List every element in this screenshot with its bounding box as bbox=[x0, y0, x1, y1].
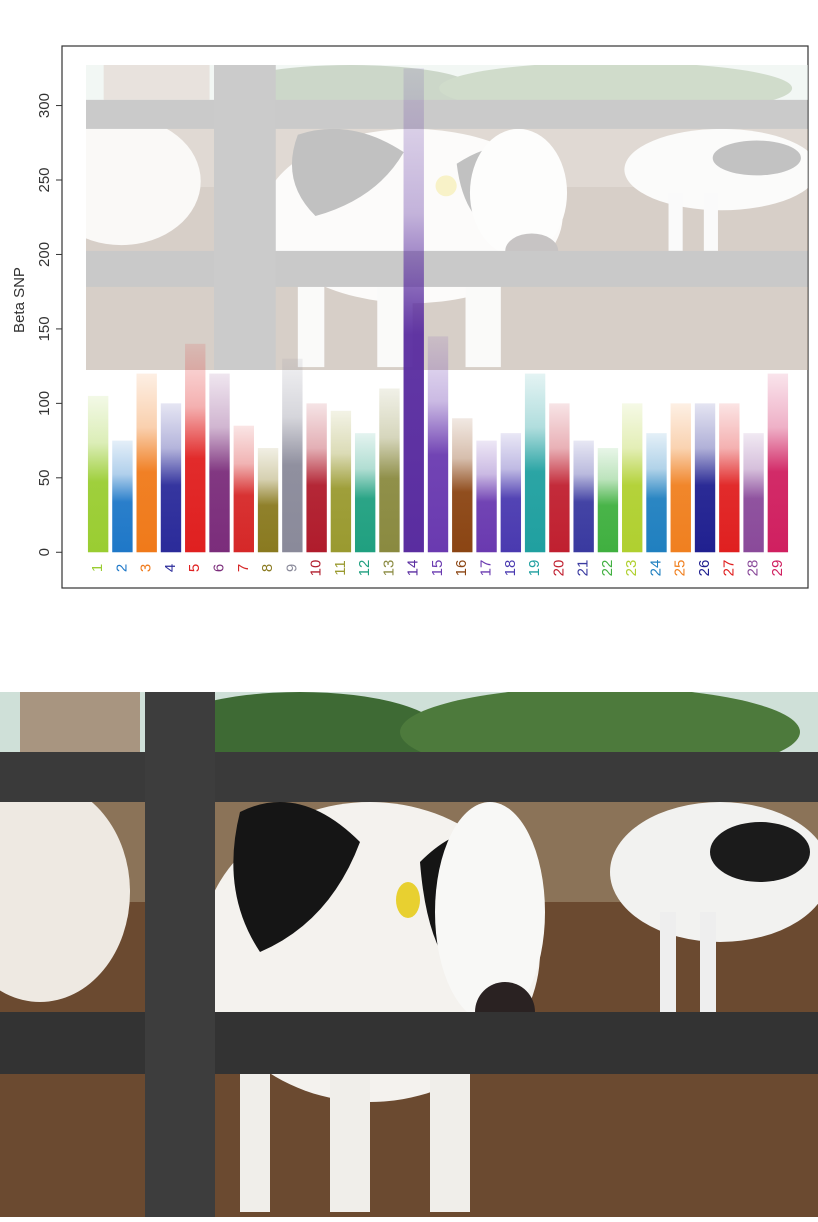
snp-column bbox=[597, 448, 619, 553]
snp-column bbox=[112, 440, 133, 553]
y-tick-label: 0 bbox=[36, 548, 53, 556]
x-tick-label: 25 bbox=[672, 560, 689, 577]
x-tick-label: 8 bbox=[259, 564, 276, 572]
snp-column bbox=[573, 440, 594, 553]
x-tick-label: 1 bbox=[89, 564, 106, 572]
snp-column bbox=[330, 410, 352, 553]
snp-column bbox=[257, 448, 279, 553]
plot-frame bbox=[61, 45, 809, 589]
photo bbox=[0, 692, 818, 1217]
x-tick-label: 3 bbox=[138, 564, 155, 572]
snp-column bbox=[500, 433, 522, 553]
y-tick-label: 250 bbox=[36, 167, 53, 192]
y-tick-label: 150 bbox=[36, 316, 53, 341]
snp-column bbox=[670, 403, 691, 553]
snp-column bbox=[549, 403, 570, 553]
snp-column bbox=[354, 433, 376, 553]
snp-column bbox=[719, 403, 740, 553]
y-axis-label: Beta SNP bbox=[11, 267, 28, 333]
x-tick-label: 16 bbox=[453, 560, 470, 577]
x-tick-label: 21 bbox=[575, 560, 592, 577]
y-tick-label: 100 bbox=[36, 391, 53, 416]
snp-column bbox=[694, 403, 716, 553]
x-tick-label: 29 bbox=[769, 560, 786, 577]
snp-column bbox=[185, 343, 206, 553]
x-tick-label: 28 bbox=[745, 560, 762, 577]
snp-column bbox=[476, 440, 497, 553]
snp-column bbox=[524, 373, 546, 553]
snp-column bbox=[646, 433, 667, 553]
x-tick-label: 10 bbox=[308, 560, 325, 577]
snp-column bbox=[136, 373, 157, 553]
snp-column bbox=[452, 418, 473, 553]
snp-column bbox=[282, 358, 303, 553]
x-tick-label: 12 bbox=[356, 560, 373, 577]
x-tick-label: 22 bbox=[599, 560, 616, 577]
y-tick-label: 300 bbox=[36, 93, 53, 118]
x-tick-label: 7 bbox=[235, 564, 252, 572]
snp-column bbox=[306, 403, 327, 553]
x-tick-label: 17 bbox=[478, 560, 495, 577]
y-tick-label: 200 bbox=[36, 242, 53, 267]
x-tick-label: 2 bbox=[113, 564, 130, 572]
x-tick-label: 9 bbox=[283, 564, 300, 572]
x-tick-label: 11 bbox=[332, 560, 349, 576]
x-tick-label: 26 bbox=[696, 560, 713, 577]
x-tick-label: 13 bbox=[380, 560, 397, 577]
x-tick-label: 18 bbox=[502, 560, 519, 577]
snp-column bbox=[233, 425, 254, 553]
y-tick-label: 50 bbox=[36, 469, 53, 486]
x-tick-label: 23 bbox=[623, 560, 640, 577]
x-tick-label: 27 bbox=[720, 560, 737, 577]
snp-column bbox=[427, 336, 449, 553]
x-tick-label: 24 bbox=[647, 560, 664, 577]
x-tick-label: 14 bbox=[405, 560, 422, 577]
snp-column bbox=[160, 403, 182, 553]
snp-column bbox=[743, 433, 764, 553]
snp-column bbox=[209, 373, 230, 553]
x-tick-label: 19 bbox=[526, 560, 543, 577]
snp-column bbox=[379, 388, 400, 553]
snp-column bbox=[767, 373, 789, 553]
x-tick-label: 20 bbox=[550, 560, 567, 577]
photo-wash bbox=[86, 65, 808, 370]
snp-column bbox=[87, 395, 109, 553]
x-tick-label: 15 bbox=[429, 560, 446, 577]
snp-column bbox=[403, 68, 424, 553]
x-tick-label: 5 bbox=[186, 564, 203, 572]
snp-column bbox=[622, 403, 643, 553]
x-tick-label: 4 bbox=[162, 564, 179, 572]
x-tick-label: 6 bbox=[210, 564, 227, 572]
